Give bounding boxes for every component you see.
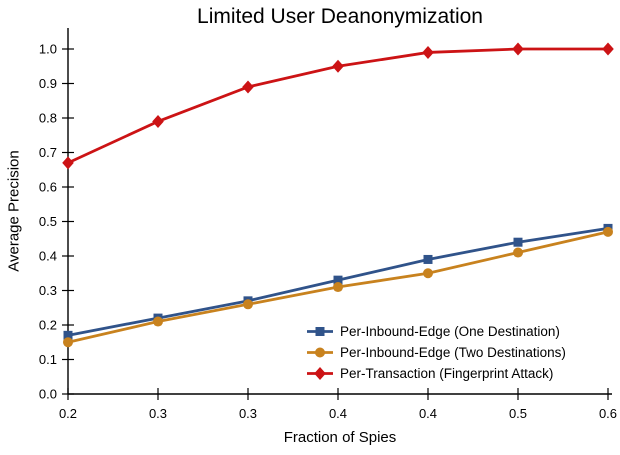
data-point-diamond (332, 59, 344, 73)
y-tick-label: 0.7 (39, 145, 57, 160)
data-point-square (63, 330, 73, 340)
data-point-circle (603, 226, 613, 237)
data-point-circle (333, 282, 343, 293)
series-diamond (62, 42, 614, 170)
legend-label: Per-Transaction (Fingerprint Attack) (340, 366, 554, 381)
data-point-diamond (152, 114, 164, 128)
axes-layer: 0.0 0.1 0.2 0.3 0.4 0.5 0.6 0.7 0.8 0.9 1.0 0.2 0.3 0… (39, 28, 617, 421)
data-point-circle (243, 299, 253, 310)
y-tick-label: 0.4 (39, 249, 57, 264)
data-point-square (315, 327, 325, 336)
data-point-diamond (314, 367, 326, 380)
legend: Per-Inbound-Edge (One Destination) Per-I… (306, 322, 566, 383)
legend-marker-square-icon (307, 327, 333, 336)
data-point-diamond (62, 156, 74, 170)
y-tick-label: 0.5 (39, 214, 57, 229)
x-tick-label: 0.4 (419, 406, 437, 421)
data-point-diamond (602, 42, 614, 56)
y-tick-label: 0.2 (39, 318, 57, 333)
legend-item: Per-Transaction (Fingerprint Attack) (306, 364, 566, 383)
legend-marker-circle-icon (307, 347, 333, 358)
data-point-square (423, 254, 433, 264)
y-tick-label: 0.6 (39, 180, 57, 195)
legend-label: Per-Inbound-Edge (Two Destinations) (340, 345, 566, 360)
series-circle (63, 226, 613, 348)
y-tick-label: 0.3 (39, 283, 57, 298)
data-point-diamond (242, 80, 254, 94)
data-point-square (513, 237, 523, 247)
x-tick-label: 0.4 (329, 406, 347, 421)
data-point-circle (315, 347, 325, 358)
x-axis-label: Fraction of Spies (283, 429, 397, 446)
y-tick-label: 1.0 (39, 42, 57, 57)
legend-marker-diamond-icon (307, 367, 333, 380)
chart-title: Limited User Deanonymization (197, 5, 483, 28)
legend-item: Per-Inbound-Edge (Two Destinations) (306, 343, 566, 362)
y-axis-label: Average Precision (5, 150, 23, 272)
data-point-diamond (512, 42, 524, 56)
y-tick-label: 0.0 (39, 387, 57, 402)
data-point-diamond (422, 45, 434, 59)
x-tick-label: 0.3 (149, 406, 167, 421)
x-tick-label: 0.6 (599, 406, 617, 421)
x-tick-label: 0.3 (239, 406, 257, 421)
legend-label: Per-Inbound-Edge (One Destination) (340, 324, 560, 339)
y-tick-label: 0.1 (39, 352, 57, 367)
data-point-circle (63, 337, 73, 348)
y-tick-label: 0.9 (39, 76, 57, 91)
legend-item: Per-Inbound-Edge (One Destination) (306, 322, 566, 341)
y-tick-label: 0.8 (39, 111, 57, 126)
x-tick-label: 0.5 (509, 406, 527, 421)
series-layer (62, 42, 614, 348)
data-point-square (333, 275, 343, 285)
data-point-circle (423, 268, 433, 279)
data-point-circle (513, 247, 523, 258)
x-tick-label: 0.2 (59, 406, 77, 421)
data-point-circle (153, 316, 163, 327)
